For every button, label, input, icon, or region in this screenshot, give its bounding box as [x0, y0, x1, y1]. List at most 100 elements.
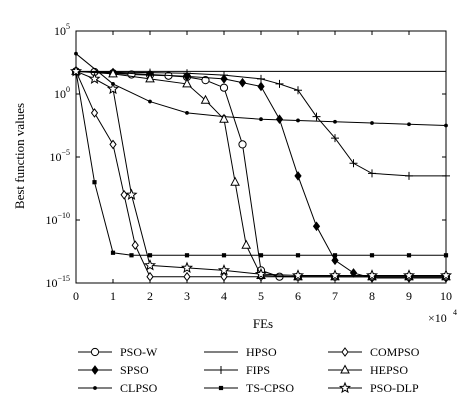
point-hepso [241, 239, 252, 249]
point-clpso [148, 99, 152, 104]
y-tick-exp: −15 [57, 274, 70, 283]
point-clpso [259, 117, 263, 122]
point-pso-dlp [143, 259, 157, 271]
point-pso-dlp [180, 261, 194, 274]
point-pso-w [201, 76, 210, 85]
point-spso [312, 221, 321, 232]
point-spso [294, 171, 302, 181]
point-compso [131, 240, 139, 251]
y-tick-exp: −10 [57, 211, 70, 220]
point-compso [120, 189, 128, 200]
point-ts-cpso [258, 253, 264, 258]
y-tick-base: 10 [45, 276, 57, 290]
point-hepso [145, 73, 155, 83]
point-clpso [444, 123, 448, 128]
point-pso-dlp [328, 269, 342, 281]
series-ts-cpso [73, 69, 449, 258]
point-fips [220, 71, 228, 80]
x-multiplier: ×10 4 [428, 308, 457, 325]
point-ts-cpso [221, 253, 227, 258]
series-line-compso [75, 71, 446, 278]
point-ts-cpso [295, 253, 301, 258]
series-line-hepso [75, 70, 446, 278]
point-pso-dlp [69, 64, 83, 77]
x-tick-label: 1 [110, 289, 116, 303]
x-tick-label: 7 [332, 289, 338, 303]
point-compso [109, 139, 117, 150]
series-compso [72, 66, 450, 282]
point-clpso [296, 118, 300, 123]
point-hepso [200, 94, 211, 104]
point-ts-cpso [147, 253, 153, 258]
y-axis-label: Best function values [12, 103, 27, 209]
x-tick-label: 3 [184, 289, 190, 303]
y-tick-label: 10−15 [45, 274, 70, 290]
point-pso-dlp [254, 267, 268, 280]
point-pso-w [219, 83, 229, 92]
point-ts-cpso [332, 253, 338, 258]
point-ts-cpso [369, 253, 375, 258]
point-pso-dlp [125, 188, 138, 200]
point-ts-cpso [129, 253, 134, 258]
x-tick-label: 10 [440, 289, 452, 303]
x-multiplier-text: ×10 [428, 311, 447, 325]
point-ts-cpso [406, 253, 412, 258]
x-tick-label: 6 [295, 289, 301, 303]
point-compso [220, 271, 228, 282]
x-axis-label: FEs [253, 316, 273, 331]
point-hepso [219, 113, 229, 123]
point-hepso [182, 78, 192, 88]
point-hepso [230, 176, 240, 186]
y-tick-label: 10−10 [45, 211, 70, 227]
point-spso [331, 255, 339, 266]
point-clpso [185, 111, 189, 115]
point-clpso [74, 51, 78, 56]
point-ts-cpso [92, 180, 97, 185]
point-fips [183, 69, 191, 78]
point-spso [238, 77, 247, 88]
point-fips [442, 171, 450, 180]
series-pso-dlp [69, 64, 453, 281]
point-clpso [333, 119, 337, 124]
y-tick-base: 10 [45, 213, 57, 227]
plot-area [75, 30, 447, 284]
x-tick-label: 9 [406, 289, 412, 303]
point-ts-cpso [184, 253, 190, 258]
y-tick-exp: −5 [61, 148, 70, 157]
point-fips [294, 86, 302, 95]
x-tick-label: 5 [258, 289, 264, 303]
y-tick-exp: 5 [66, 22, 70, 31]
x-tick-label: 4 [221, 289, 227, 303]
y-tick-base: 10 [49, 150, 61, 164]
x-tick-label: 0 [73, 289, 79, 303]
point-fips [275, 79, 284, 88]
point-pso-dlp [291, 269, 305, 281]
point-pso-dlp [365, 269, 379, 281]
point-fips [257, 74, 265, 83]
point-clpso [407, 122, 411, 127]
point-pso-dlp [88, 72, 101, 85]
point-spso [257, 81, 265, 92]
point-ts-cpso [443, 253, 449, 258]
x-tick-label: 8 [369, 289, 375, 303]
y-tick-label: 105 [54, 22, 70, 38]
point-fips [405, 171, 413, 180]
x-tick-label: 2 [147, 289, 153, 303]
series-line-fips [75, 70, 446, 177]
point-fips [331, 134, 339, 143]
point-pso-dlp [217, 264, 231, 276]
y-tick-base: 10 [54, 87, 66, 101]
point-compso [183, 271, 191, 282]
point-pso-dlp [439, 269, 453, 281]
series-line-pso-w [75, 70, 446, 278]
y-tick-exp: 0 [66, 85, 70, 94]
point-compso [90, 108, 99, 118]
point-pso-dlp [106, 82, 120, 95]
point-fips [368, 169, 376, 178]
point-fips [312, 112, 321, 121]
point-hepso [108, 68, 118, 78]
y-tick-label: 100 [54, 85, 70, 101]
series-fips [72, 67, 450, 180]
point-pso-dlp [402, 269, 416, 281]
